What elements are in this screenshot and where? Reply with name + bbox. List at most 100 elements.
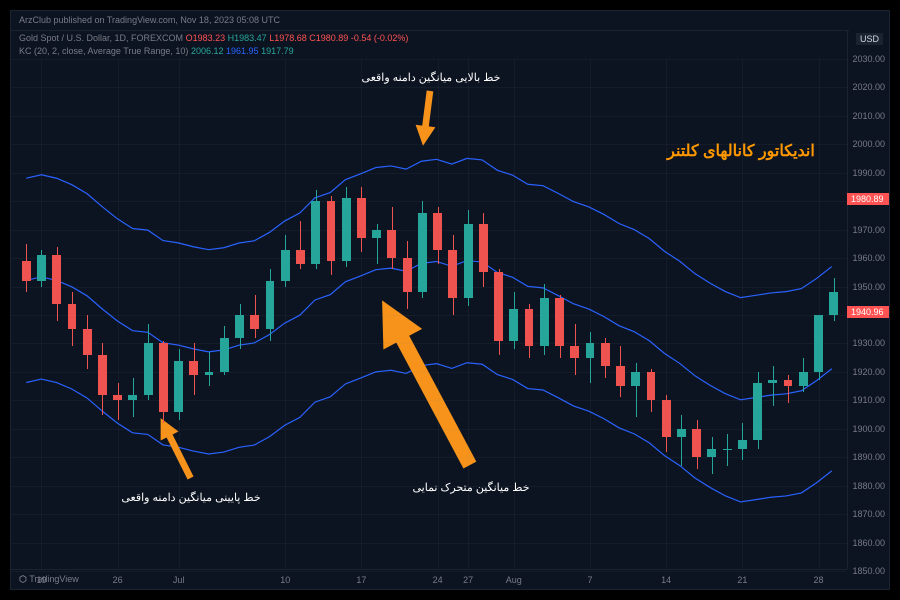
annotation-label: اندیکاتور کانالهای کلتنر <box>667 141 815 161</box>
candle-body <box>768 380 777 383</box>
y-tick: 2020.00 <box>852 82 885 92</box>
x-tick: Aug <box>506 575 522 585</box>
y-axis: 2030.00 2020.00 2010.00 2000.00 1990.00 1980.… <box>847 31 889 569</box>
candle-wick <box>773 366 774 406</box>
candle-body <box>616 366 625 386</box>
candle-wick <box>788 375 789 403</box>
candle-body <box>205 372 214 375</box>
candle-body <box>707 449 716 458</box>
candle-body <box>662 400 671 437</box>
candle-body <box>799 372 808 386</box>
x-tick: 17 <box>356 575 366 585</box>
x-tick: 26 <box>113 575 123 585</box>
candle-wick <box>727 434 728 465</box>
ohlc-o: O1983.23 <box>186 33 226 43</box>
x-tick: 14 <box>661 575 671 585</box>
candle-body <box>189 361 198 375</box>
candle-body <box>723 449 732 450</box>
candle-body <box>464 224 473 298</box>
candle-body <box>113 395 122 401</box>
x-tick: 10 <box>280 575 290 585</box>
y-tick: 1970.00 <box>852 225 885 235</box>
candle-body <box>296 250 305 264</box>
candle-body <box>342 198 351 261</box>
y-tick: 2000.00 <box>852 139 885 149</box>
annotation-label: خط بالایی میانگین دامنه واقعی <box>362 71 501 84</box>
candle-body <box>494 272 503 340</box>
candle-body <box>647 372 656 400</box>
ohlc-chg: -0.54 (-0.02%) <box>351 33 409 43</box>
y-tick: 1950.00 <box>852 282 885 292</box>
y-tick: 1990.00 <box>852 168 885 178</box>
candle-body <box>525 309 534 346</box>
candle-wick <box>118 383 119 420</box>
candle-body <box>631 372 640 386</box>
indicator-meta: KC (20, 2, close, Average True Range, 10… <box>19 46 294 56</box>
candle-body <box>555 298 564 346</box>
candle-wick <box>590 332 591 383</box>
candle-body <box>387 230 396 258</box>
candle-body <box>52 255 61 303</box>
candle-body <box>448 250 457 298</box>
candle-body <box>83 329 92 355</box>
kc-low: 1917.79 <box>261 46 294 56</box>
x-tick: 21 <box>737 575 747 585</box>
candle-body <box>281 250 290 281</box>
kc-mid: 1961.95 <box>226 46 259 56</box>
candle-body <box>266 281 275 329</box>
publish-header: ArzClub published on TradingView.com, No… <box>11 11 849 31</box>
candle-body <box>829 292 838 315</box>
candle-body <box>509 309 518 340</box>
x-tick: 7 <box>587 575 592 585</box>
candle-body <box>174 361 183 412</box>
y-tick: 1860.00 <box>852 538 885 548</box>
candle-body <box>357 198 366 238</box>
candle-body <box>692 429 701 457</box>
candle-body <box>738 440 747 449</box>
candle-wick <box>209 352 210 386</box>
y-tick: 1930.00 <box>852 338 885 348</box>
candle-body <box>159 343 168 411</box>
candle-body <box>677 429 686 438</box>
symbol: Gold Spot / U.S. Dollar, 1D, FOREXCOM <box>19 33 183 43</box>
candle-body <box>250 315 259 329</box>
price-tag: 1980.89 <box>847 193 889 205</box>
candle-body <box>22 261 31 281</box>
x-tick: Jul <box>173 575 185 585</box>
y-tick: 1850.00 <box>852 566 885 576</box>
candle-body <box>601 343 610 366</box>
y-tick: 2010.00 <box>852 111 885 121</box>
y-tick: 1870.00 <box>852 509 885 519</box>
y-tick: 1920.00 <box>852 367 885 377</box>
x-tick: 28 <box>814 575 824 585</box>
price-tag: 1940.96 <box>847 306 889 318</box>
chart-frame: ArzClub published on TradingView.com, No… <box>10 10 890 590</box>
kc-label: KC (20, 2, close, Average True Range, 10… <box>19 46 188 56</box>
y-tick: 1880.00 <box>852 481 885 491</box>
kc-up: 2006.12 <box>191 46 224 56</box>
ohlc-c: C1980.89 <box>309 33 348 43</box>
candle-body <box>98 355 107 395</box>
candle-body <box>128 395 137 401</box>
candle-body <box>479 224 488 272</box>
candle-body <box>144 343 153 394</box>
y-tick: 1890.00 <box>852 452 885 462</box>
annotation-label: خط پایینی میانگین دامنه واقعی <box>121 491 260 504</box>
candle-body <box>540 298 549 346</box>
candle-body <box>586 343 595 357</box>
ohlc-l: L1978.68 <box>269 33 307 43</box>
symbol-meta: Gold Spot / U.S. Dollar, 1D, FOREXCOM O1… <box>19 33 408 43</box>
y-tick: 2030.00 <box>852 54 885 64</box>
candle-body <box>68 304 77 330</box>
candle-body <box>753 383 762 440</box>
candle-body <box>372 230 381 239</box>
x-tick: 24 <box>433 575 443 585</box>
candle-body <box>570 346 579 357</box>
x-axis: 1926Jul10172427Aug7142128 <box>11 569 847 589</box>
y-tick: 1910.00 <box>852 395 885 405</box>
candle-body <box>235 315 244 338</box>
candle-body <box>784 380 793 386</box>
y-tick: 1900.00 <box>852 424 885 434</box>
candle-body <box>327 201 336 261</box>
y-tick: 1960.00 <box>852 253 885 263</box>
